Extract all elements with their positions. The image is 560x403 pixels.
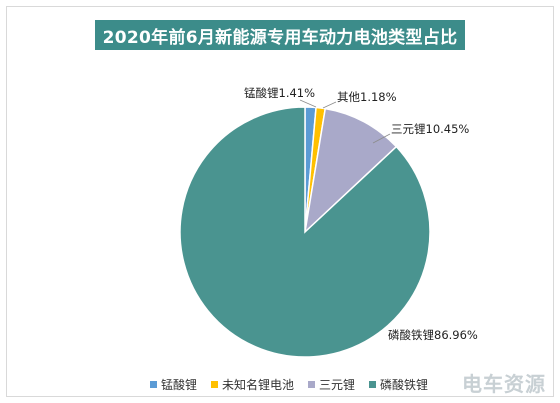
data-label-3: 磷酸铁锂86.96% (388, 328, 478, 342)
data-label-2: 三元锂10.45% (391, 122, 469, 136)
legend-item-unknown: 未知名锂电池 (211, 376, 294, 393)
legend-label: 锰酸锂 (161, 378, 198, 392)
data-label-0: 锰酸锂1.41% (244, 86, 315, 100)
legend-item-lmo: 锰酸锂 (150, 376, 197, 393)
leader-line-1 (322, 101, 337, 109)
legend-label: 未知名锂电池 (222, 378, 295, 392)
legend-item-ternary: 三元锂 (308, 376, 355, 393)
watermark-logo: 电车资源 (462, 372, 546, 396)
legend-swatch (308, 381, 316, 388)
data-label-1: 其他1.18% (337, 90, 397, 104)
pie-slice-2 (303, 107, 398, 235)
chart-legend: 锰酸锂 未知名锂电池 三元锂 磷酸铁锂 (150, 376, 428, 393)
legend-label: 三元锂 (319, 378, 356, 392)
legend-item-lfp: 磷酸铁锂 (369, 376, 428, 393)
legend-swatch (211, 381, 219, 388)
legend-swatch (150, 381, 157, 388)
leader-line-2 (372, 133, 391, 144)
pie-slice-3 (179, 106, 431, 358)
legend-swatch (369, 381, 377, 388)
legend-label: 磷酸铁锂 (380, 378, 429, 392)
chart-title: 2020年前6月新能源专用车动力电池类型占比 (95, 20, 465, 50)
leader-line-0 (299, 99, 317, 108)
